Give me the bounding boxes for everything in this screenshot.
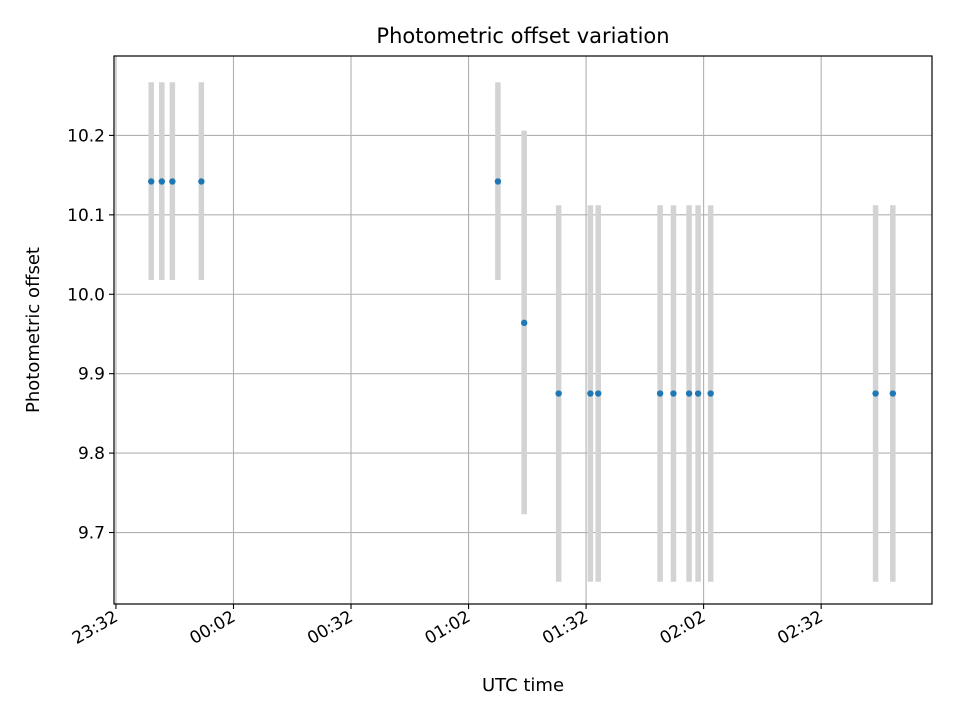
data-point — [148, 178, 155, 185]
data-points — [148, 178, 897, 397]
x-axis-label: UTC time — [482, 675, 564, 696]
data-point — [520, 319, 528, 327]
data-point — [707, 390, 714, 397]
data-point — [169, 178, 176, 185]
data-point — [555, 390, 562, 397]
y-tick-label: 9.9 — [78, 365, 105, 385]
data-point — [670, 390, 677, 397]
y-axis-label: Photometric offset — [23, 247, 44, 413]
data-point — [872, 390, 879, 397]
data-point — [198, 178, 205, 185]
data-point — [694, 390, 702, 397]
data-point — [595, 390, 602, 397]
plot-frame — [113, 55, 933, 605]
y-tick-label: 9.7 — [78, 524, 105, 544]
y-tick-label: 10.1 — [67, 206, 105, 226]
data-point — [656, 390, 664, 397]
data-point — [494, 178, 502, 185]
data-point — [889, 390, 897, 397]
y-tick-label: 10.2 — [67, 126, 105, 146]
y-tick-label: 9.8 — [78, 444, 105, 464]
y-tick-label: 10.0 — [67, 285, 105, 305]
data-point — [587, 390, 594, 397]
chart-title: Photometric offset variation — [376, 24, 669, 48]
data-point — [158, 178, 165, 185]
data-point — [685, 390, 693, 397]
